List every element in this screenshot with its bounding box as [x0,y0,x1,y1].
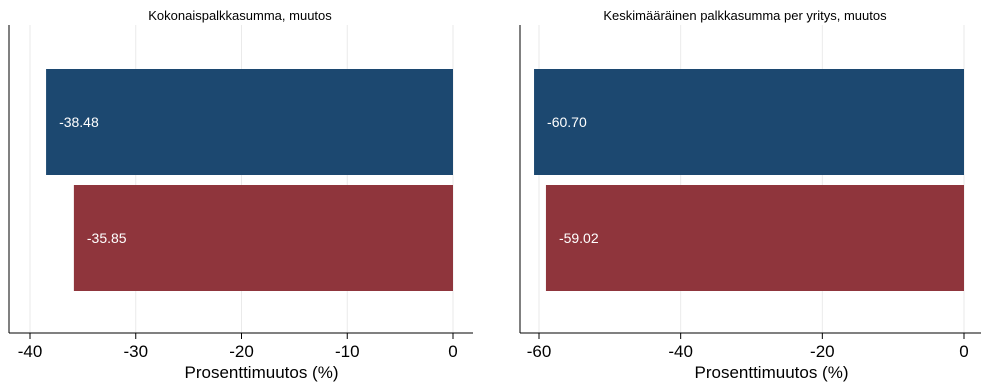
bar [534,69,964,175]
bar [46,69,453,175]
x-tick-label: -60 [527,342,552,361]
bar [73,185,453,291]
panel-title: Keskimääräinen palkkasumma per yritys, m… [603,8,887,23]
bar [545,185,964,291]
x-axis-title: Prosenttimuutos (%) [695,363,849,382]
data-label: -38.48 [59,114,99,130]
x-tick-label: -40 [18,342,43,361]
x-tick-label: -40 [668,342,693,361]
x-axis-title: Prosenttimuutos (%) [185,363,339,382]
data-label: -59.02 [559,230,599,246]
x-tick-label: -20 [810,342,835,361]
x-tick-label: 0 [959,342,968,361]
x-tick-label: 0 [448,342,457,361]
x-tick-label: -10 [335,342,360,361]
panel-title: Kokonaispalkkasumma, muutos [148,8,332,23]
x-tick-label: -20 [229,342,254,361]
data-label: -60.70 [547,114,587,130]
data-label: -35.85 [87,230,127,246]
x-tick-label: -30 [123,342,148,361]
